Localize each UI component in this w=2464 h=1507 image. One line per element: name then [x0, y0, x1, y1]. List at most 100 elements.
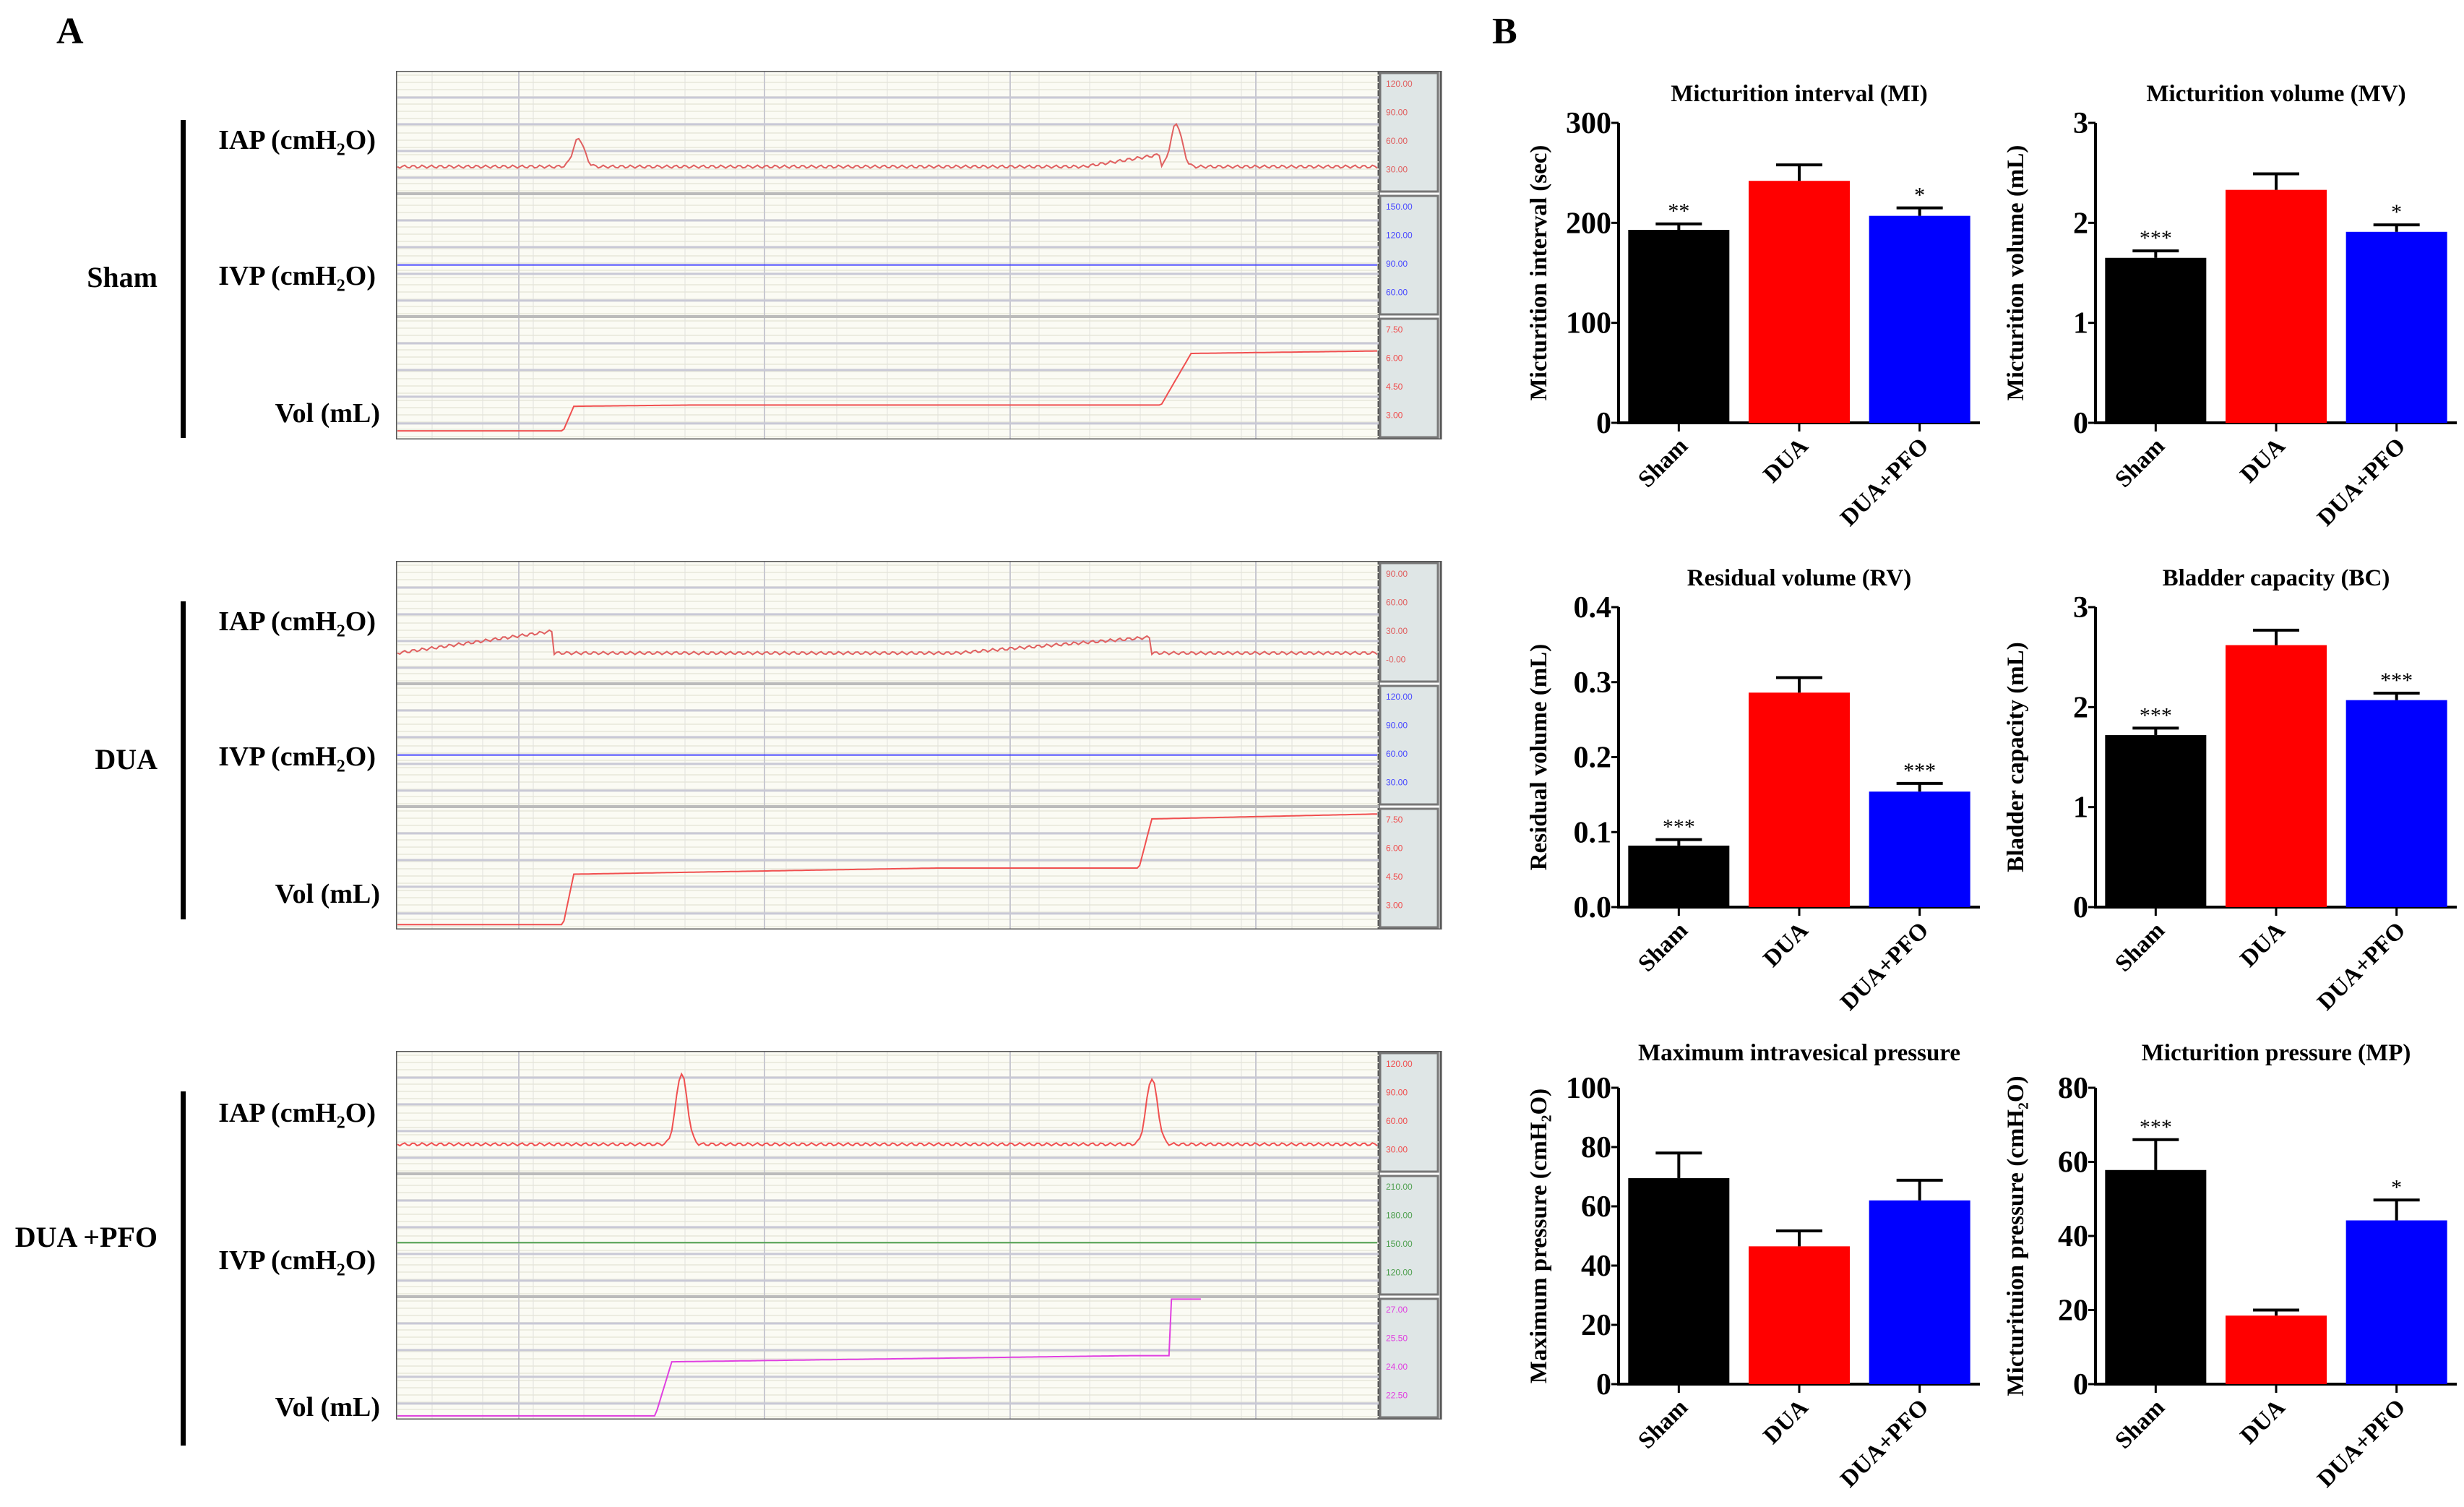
bar-chart-micturition-interval: Micturition interval (MI) Micturition int…: [1489, 80, 1994, 531]
x-tick-label: DUA: [1759, 433, 1814, 488]
scale-tick-label: 27.00: [1386, 1305, 1408, 1315]
y-tick-label: 0.4: [1574, 591, 1612, 624]
y-axis-label: Maximum pressure (cmH₂O): [1526, 1089, 1552, 1383]
scale-tick-label: 3.00: [1386, 411, 1403, 421]
trace-frame: [396, 561, 1442, 929]
channel-label-vol: Vol (mL): [275, 1392, 380, 1422]
y-tick-label: 0: [2073, 1368, 2088, 1401]
x-tick-label: Sham: [1633, 917, 1693, 977]
bar-chart-bladder-capacity: Bladder capacity (BC) Bladder capacity (m…: [1965, 564, 2464, 1016]
scale-tick-label: 120.00: [1386, 79, 1413, 89]
scale-tick-label: 4.50: [1386, 872, 1403, 882]
trace-panel-dua: 90.00 60.00 30.00 -0.00 120.00 90.00 60.00 30.0…: [396, 561, 1444, 929]
bar-dua-pfo: [2345, 700, 2447, 907]
x-tick-label: Sham: [2110, 1394, 2170, 1454]
channel-label-ivp: IVP (cmH2O): [218, 1245, 376, 1280]
y-tick-label: 20: [1581, 1309, 1611, 1342]
scale-box: [1379, 1175, 1439, 1296]
y-tick-label: 300: [1566, 107, 1611, 140]
scale-tick-label: 22.50: [1386, 1391, 1408, 1401]
bar-chart-micturition-pressure: Micturition pressure (MP) Micturituion pr…: [1965, 1040, 2464, 1507]
chart-title: Maximum intravesical pressure: [1638, 1040, 1960, 1066]
scale-tick-label: 30.00: [1386, 626, 1408, 636]
significance-marker: ***: [2380, 669, 2413, 692]
scale-tick-label: 210.00: [1386, 1182, 1413, 1192]
chart-title: Micturition volume (MV): [2146, 81, 2405, 107]
y-tick-label: 20: [2058, 1295, 2088, 1328]
significance-marker: ***: [2140, 1115, 2172, 1139]
group-label-dua: DUA: [95, 743, 158, 776]
iap-trace-line: [397, 1072, 1378, 1147]
y-tick-label: 1: [2073, 307, 2088, 340]
scale-tick-label: 60.00: [1386, 288, 1408, 298]
bar-dua: [1749, 1246, 1850, 1384]
bar-dua-pfo: [1869, 215, 1970, 423]
y-tick-label: 100: [1566, 307, 1611, 340]
scale-tick-label: 30.00: [1386, 1145, 1408, 1155]
scale-box: [1379, 684, 1439, 806]
bar-dua-pfo: [2345, 231, 2447, 423]
scale-tick-label: 24.00: [1386, 1362, 1408, 1372]
trace-panel-sham: 120.00 90.00 60.00 30.00 150.00 120.00 90.00 60…: [396, 71, 1444, 439]
bar-dua-pfo: [2345, 1220, 2447, 1384]
significance-marker: **: [1668, 199, 1689, 223]
scale-tick-label: 60.00: [1386, 749, 1408, 759]
x-tick-label: Sham: [1633, 433, 1693, 493]
x-tick-label: DUA+PFO: [1835, 1394, 1934, 1493]
x-tick-label: DUA: [1759, 917, 1814, 972]
bar-sham: [1628, 230, 1730, 423]
iap-trace-line: [397, 629, 1378, 656]
bar-sham: [1628, 1178, 1730, 1384]
y-tick-label: 60: [1581, 1190, 1611, 1224]
vol-trace-line: [397, 1298, 1201, 1417]
y-tick-label: 0: [1596, 1368, 1611, 1401]
y-tick-label: 3: [2073, 591, 2088, 624]
significance-marker: *: [2391, 1175, 2402, 1199]
scale-tick-label: 180.00: [1386, 1211, 1413, 1221]
y-axis-label: Micturition interval (sec): [1526, 145, 1552, 401]
scale-tick-label: 60.00: [1386, 136, 1408, 146]
bar-chart-micturition-volume: Micturition volume (MV) Micturition volum…: [1965, 80, 2464, 531]
y-tick-label: 40: [1581, 1250, 1611, 1283]
y-tick-label: 80: [2058, 1072, 2088, 1105]
trace-frame: [396, 1051, 1442, 1420]
y-tick-label: 2: [2073, 207, 2088, 240]
panel-a-letter: A: [56, 11, 84, 52]
bar-chart-residual-volume: Residual volume (RV) Residual volume (mL)…: [1489, 564, 1994, 1016]
x-tick-label: DUA+PFO: [1835, 917, 1934, 1016]
scale-tick-label: 150.00: [1386, 202, 1413, 212]
group-bracket-line: [181, 120, 186, 438]
bar-dua-pfo: [1869, 1200, 1970, 1384]
significance-marker: ***: [1903, 759, 1936, 783]
trace-panel-dua-pfo: 120.00 90.00 60.00 30.00 210.00 180.00 150.00 1…: [396, 1051, 1444, 1420]
scale-box: [1379, 562, 1439, 683]
y-tick-label: 100: [1566, 1072, 1611, 1105]
bar-dua: [1749, 692, 1850, 907]
scale-tick-label: 30.00: [1386, 778, 1408, 788]
channel-label-iap: IAP (cmH2O): [218, 606, 376, 641]
bar-chart-maximum-pressure: Maximum intravesical pressure Maximum pre…: [1489, 1040, 1994, 1507]
bar-sham: [2105, 257, 2207, 423]
chart-title: Residual volume (RV): [1687, 565, 1912, 591]
trace-frame: [396, 71, 1442, 439]
scale-tick-label: 7.50: [1386, 815, 1403, 825]
scale-tick-label: 120.00: [1386, 1059, 1413, 1069]
y-axis-label: Residual volume (mL): [1526, 644, 1552, 871]
scale-tick-label: -0.00: [1386, 655, 1406, 665]
scale-tick-label: 120.00: [1386, 692, 1413, 702]
x-tick-label: DUA: [1759, 1394, 1814, 1449]
x-tick-label: Sham: [2110, 433, 2170, 493]
scale-tick-label: 3.00: [1386, 901, 1403, 911]
y-axis-label: Bladder capacity (mL): [2003, 642, 2029, 872]
x-tick-label: Sham: [1633, 1394, 1693, 1454]
channel-label-ivp: IVP (cmH2O): [218, 742, 376, 776]
chart-title: Bladder capacity (BC): [2163, 565, 2390, 591]
x-tick-label: DUA+PFO: [2312, 1394, 2411, 1493]
y-tick-label: 0: [1596, 407, 1611, 440]
channel-label-vol: Vol (mL): [275, 398, 380, 429]
scale-box: [1379, 72, 1439, 193]
vol-trace-line: [397, 813, 1378, 926]
scale-tick-label: 7.50: [1386, 325, 1403, 335]
scale-tick-label: 60.00: [1386, 1116, 1408, 1126]
scale-tick-label: 120.00: [1386, 1268, 1413, 1278]
